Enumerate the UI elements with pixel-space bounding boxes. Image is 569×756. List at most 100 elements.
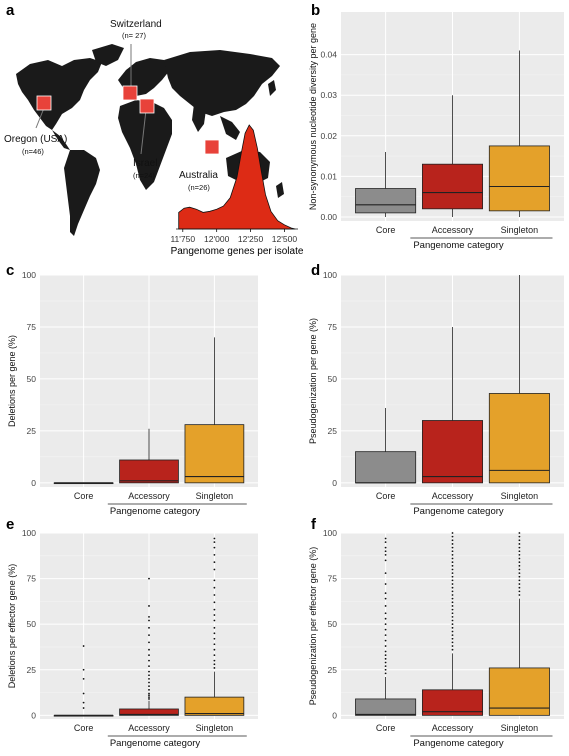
outlier-point — [451, 532, 454, 534]
box-singleton — [488, 667, 550, 716]
outlier-point — [213, 663, 216, 666]
outlier-point — [518, 532, 521, 534]
map-greenland — [92, 44, 124, 66]
box-singleton — [184, 424, 245, 484]
density-tick-label: 12'500 — [272, 234, 298, 244]
density-tick-label: 11'750 — [170, 234, 195, 244]
outlier-point — [148, 696, 150, 699]
map-central-america — [52, 130, 70, 150]
outlier-point — [451, 626, 454, 629]
outlier-point — [213, 541, 216, 544]
category-label: Singleton — [196, 491, 234, 501]
leader-line-oregon — [35, 107, 45, 129]
y-axis-title: Pseudogenization per effector gene (%) — [308, 547, 318, 705]
outlier-point — [518, 575, 521, 578]
outlier-point — [213, 579, 216, 582]
panel-letter-b: b — [311, 2, 321, 19]
category-label: Singleton — [501, 225, 539, 235]
category-label: Accessory — [128, 723, 170, 733]
category-label: Accessory — [432, 723, 474, 733]
y-tick-label: 0.00 — [320, 212, 337, 222]
outlier-point — [451, 634, 454, 637]
category-label: Accessory — [432, 491, 474, 501]
outlier-point — [213, 594, 216, 596]
outlier-point — [451, 641, 454, 644]
outlier-point — [148, 677, 150, 680]
site-label-israel: Israel — [133, 158, 157, 169]
outlier-point — [451, 535, 454, 538]
y-tick-label: 100 — [22, 270, 36, 280]
y-axis-title: Deletions per gene (%) — [7, 335, 17, 427]
map-new-zealand — [276, 182, 284, 198]
outlier-point — [451, 637, 454, 640]
outlier-point — [384, 612, 387, 615]
box-singleton — [488, 393, 550, 484]
y-axis-title: Pseudogenization per gene (%) — [308, 318, 318, 444]
outlier-point — [518, 561, 521, 564]
y-tick-label: 100 — [22, 528, 36, 538]
site-label-oregon: Oregon (USA) — [4, 134, 67, 145]
map-south-america — [64, 150, 100, 236]
box-core — [355, 451, 417, 484]
outlier-point — [384, 605, 387, 607]
outlier-point — [213, 637, 216, 640]
outlier-point — [518, 535, 521, 538]
outlier-point — [384, 628, 387, 631]
outlier-point — [213, 601, 216, 604]
outlier-point — [518, 550, 521, 553]
outlier-point — [384, 559, 387, 562]
y-tick-label: 50 — [27, 374, 37, 384]
box-accessory — [421, 163, 484, 210]
outlier-point — [518, 583, 521, 585]
category-label: Core — [376, 723, 396, 733]
y-tick-label: 0.01 — [320, 171, 337, 181]
boxplot-panel-f: 0 25 50 75 100 Core Accessory Singleton Pangenom… — [308, 528, 564, 749]
outlier-point — [384, 550, 387, 553]
outlier-point — [82, 692, 85, 695]
outlier-point — [148, 665, 150, 668]
site-n-switzerland: (n= 27) — [122, 31, 146, 40]
outlier-point — [213, 608, 216, 611]
outlier-point — [451, 575, 454, 578]
category-label: Singleton — [501, 491, 539, 501]
outlier-point — [451, 543, 454, 545]
outlier-point — [82, 645, 85, 647]
outlier-point — [384, 672, 387, 675]
outlier-point — [148, 605, 150, 607]
outlier-point — [451, 645, 454, 647]
outlier-point — [384, 639, 387, 642]
box-singleton — [184, 696, 245, 716]
panel-letter-c: c — [6, 262, 15, 279]
outlier-point — [451, 579, 454, 582]
outlier-point — [213, 626, 216, 629]
outlier-point — [451, 586, 454, 589]
outlier-point — [213, 537, 216, 540]
outlier-point — [213, 619, 216, 622]
outlier-point — [148, 648, 150, 651]
box-accessory — [119, 459, 179, 484]
y-tick-label: 50 — [328, 619, 338, 629]
outlier-point — [384, 668, 387, 671]
outlier-point — [82, 707, 85, 709]
outlier-point — [213, 561, 216, 564]
outlier-point — [451, 619, 454, 622]
y-tick-label: 0.02 — [320, 131, 337, 141]
y-tick-label: 0 — [332, 710, 337, 720]
outlier-point — [148, 670, 150, 673]
y-tick-label: 0 — [332, 478, 337, 488]
outlier-point — [148, 634, 150, 637]
outlier-point — [384, 553, 387, 556]
density-tick-label: 12'250 — [238, 234, 264, 244]
panel-letter-a: a — [6, 2, 15, 19]
outlier-point — [451, 553, 454, 556]
outlier-point — [148, 688, 150, 691]
outlier-point — [518, 564, 521, 567]
outlier-point — [384, 541, 387, 544]
world-map — [16, 44, 284, 236]
outlier-point — [451, 564, 454, 567]
category-label: Accessory — [128, 491, 170, 501]
site-n-australia: (n=26) — [188, 183, 210, 192]
outlier-point — [384, 572, 387, 575]
leader-line-israel — [140, 109, 147, 155]
